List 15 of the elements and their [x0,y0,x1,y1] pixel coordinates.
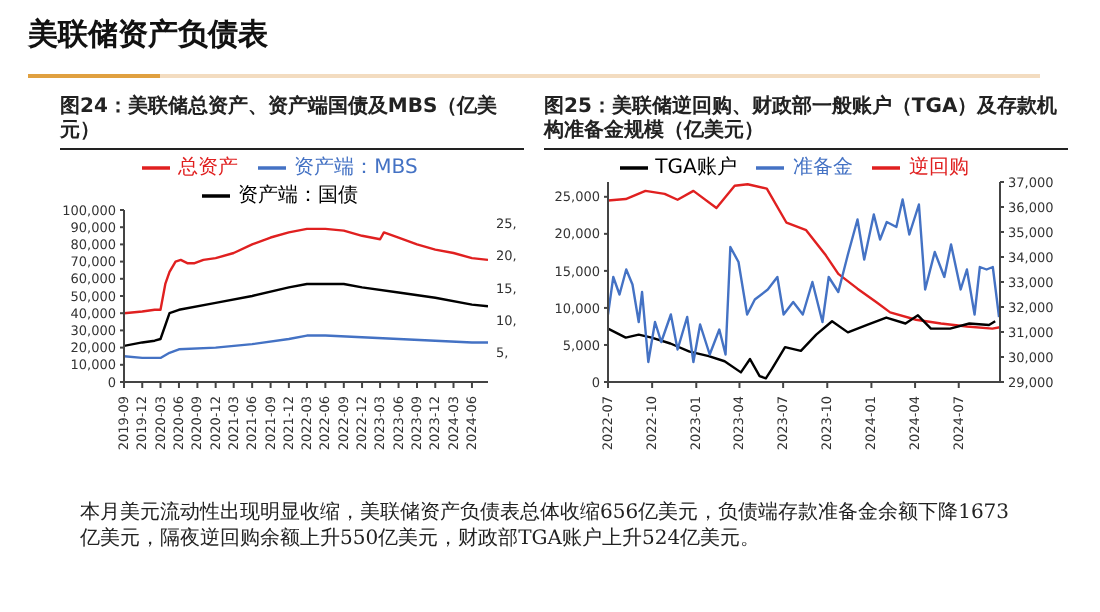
line-series [124,227,488,315]
legend-label: 准备金 [792,157,853,180]
legend-label: TGA账户 [655,157,737,180]
text: 美联储资产负债表 [28,16,268,54]
chart-title: 图24：美联储总资产、资产端国债及MBS（亿美元） [60,96,524,150]
line-series [608,198,1000,364]
legend-label: 资产端：国债 [238,185,358,208]
line-series [608,183,1000,330]
line-series [124,282,488,348]
line-series [124,334,488,360]
legend-label: 逆回购 [908,157,969,180]
legend-label: 总资产 [178,157,239,180]
legend-label: 资产端：MBS [294,157,418,180]
text: 本月美元流动性出现明显收缩，美联储资产负债表总体收缩656亿美元，负债端存款准备金余额下降1673亿美元，隔夜逆回购余额上升550亿美元，财政部TGA账户上升524亿美元。 [80,500,1012,552]
chart-title: 图25：美联储逆回购、财政部一般账户（TGA）及存款机构准备金规模（亿美元） [544,96,1068,150]
